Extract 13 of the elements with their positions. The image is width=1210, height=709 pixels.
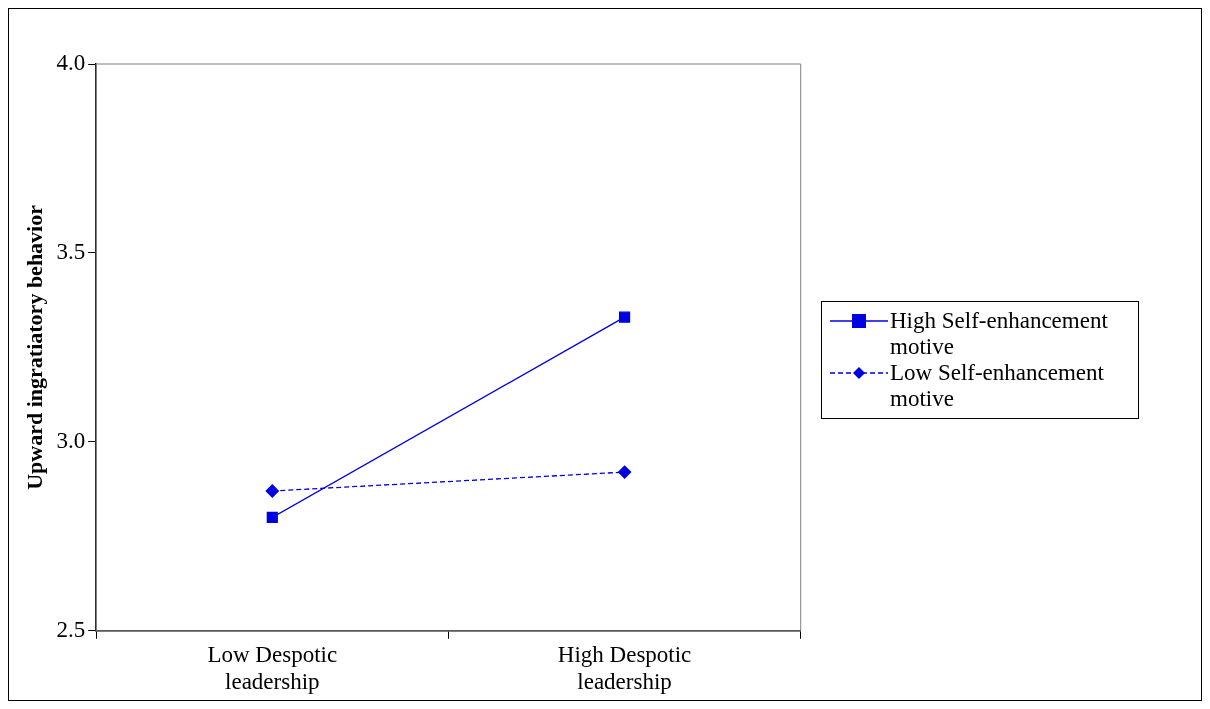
point	[266, 511, 278, 524]
point	[617, 465, 632, 479]
point	[618, 311, 631, 323]
y-tick-label: 4.0	[56, 50, 86, 76]
x-tick-label: High Despotic leadership	[557, 641, 692, 695]
y-tick-label: 2.5	[56, 616, 86, 642]
y-tick-label: 3.0	[56, 427, 86, 453]
y-tick-label: 3.5	[56, 238, 86, 264]
point	[265, 484, 279, 498]
x-tick-label: Low Despotic leadership	[207, 641, 338, 695]
legend-label: Low Self-enhancement motive	[890, 360, 1105, 412]
y-axis-title: Upward ingratiatory behavior	[21, 204, 47, 490]
legend-label: High Self-enhancement motive	[890, 308, 1109, 360]
